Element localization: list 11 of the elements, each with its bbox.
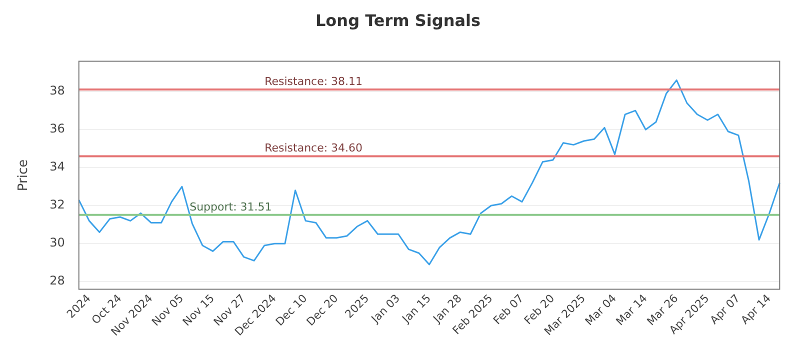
y-tick-label: 36 — [50, 122, 65, 136]
ref-line-label: Resistance: 38.11 — [264, 74, 363, 88]
y-axis-title: Price — [16, 159, 32, 192]
y-tick-label: 32 — [50, 198, 65, 212]
ref-line-label: Support: 31.51 — [190, 200, 272, 214]
y-tick-label: 30 — [50, 236, 65, 250]
y-tick-label: 38 — [50, 84, 65, 98]
y-tick-label: 34 — [50, 160, 65, 174]
y-tick-label: 28 — [50, 274, 65, 288]
chart-title: Long Term Signals — [315, 10, 481, 30]
ref-line-label: Resistance: 34.60 — [264, 142, 363, 155]
